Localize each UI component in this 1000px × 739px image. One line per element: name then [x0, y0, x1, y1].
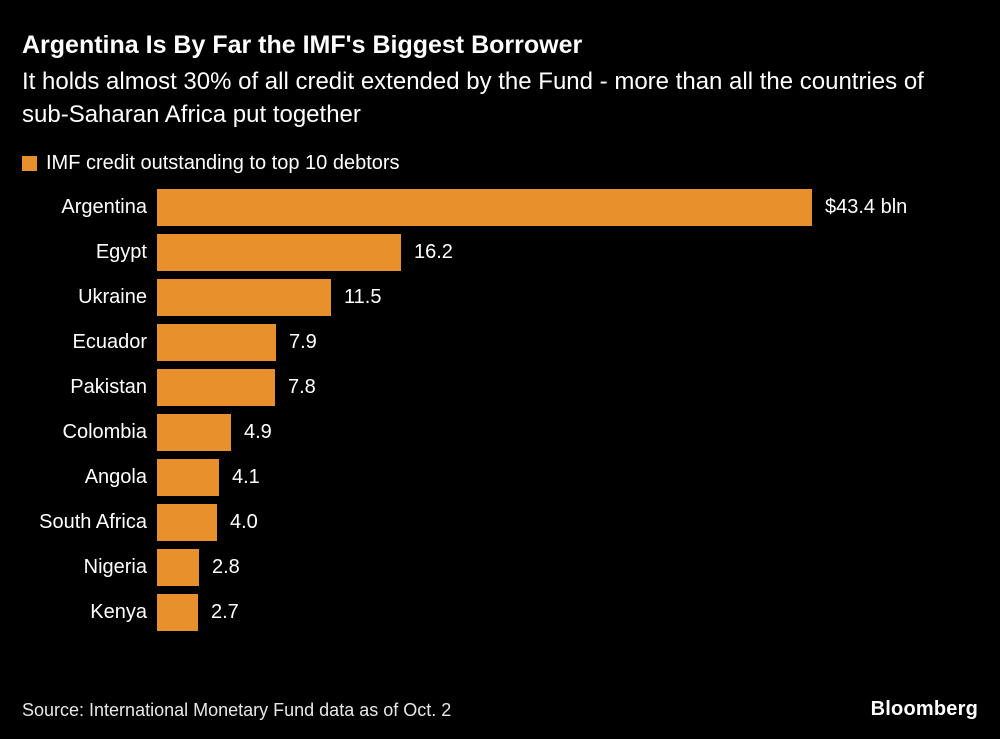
value-label: 2.7: [211, 600, 239, 623]
value-label: 11.5: [344, 285, 382, 308]
bar-row: Kenya 2.7: [22, 593, 978, 631]
chart-subtitle: It holds almost 30% of all credit extend…: [22, 68, 924, 128]
category-label: Nigeria: [83, 555, 147, 578]
bar: [157, 503, 217, 541]
bar-track: 7.8: [157, 368, 978, 406]
bar-track: 4.0: [157, 503, 978, 541]
bar: [157, 233, 401, 271]
legend-swatch-icon: [22, 155, 37, 171]
bar: [157, 188, 812, 226]
bar: [157, 413, 231, 451]
value-label: $43.4 bln: [825, 195, 908, 218]
bar-row: Colombia 4.9: [22, 413, 978, 451]
bar-row: Egypt 16.2: [22, 233, 978, 271]
value-label: 16.2: [414, 240, 453, 263]
chart-title: Argentina Is By Far the IMF's Biggest Bo…: [22, 31, 583, 59]
bar-track: 4.1: [157, 458, 978, 496]
value-label: 7.8: [288, 375, 316, 398]
bar-track: $43.4 bln: [157, 188, 978, 226]
bar-track: 4.9: [157, 413, 978, 451]
value-label: 4.1: [232, 465, 260, 488]
bar-row: Ecuador 7.9: [22, 323, 978, 361]
bar: [157, 548, 199, 586]
bar-row: Pakistan 7.8: [22, 368, 978, 406]
legend-label: IMF credit outstanding to top 10 debtors: [46, 151, 400, 174]
bar-chart: Argentina $43.4 bln Egypt 16.2 Ukraine 11.5 Ec…: [22, 188, 978, 639]
bar-row: South Africa 4.0: [22, 503, 978, 541]
value-label: 2.8: [212, 555, 240, 578]
footer: Source: International Monetary Fund data…: [22, 698, 978, 721]
bar-row: Angola 4.1: [22, 458, 978, 496]
source-note: Source: International Monetary Fund data…: [22, 700, 452, 720]
bar-track: 2.8: [157, 548, 978, 586]
bar: [157, 458, 219, 496]
category-label: Colombia: [62, 420, 147, 443]
bar-row: Nigeria 2.8: [22, 548, 978, 586]
category-label: Argentina: [61, 195, 147, 218]
category-label: Ukraine: [78, 285, 147, 308]
category-label: Angola: [84, 465, 147, 488]
bar: [157, 323, 276, 361]
value-label: 4.9: [244, 420, 272, 443]
value-label: 7.9: [289, 330, 317, 353]
legend: IMF credit outstanding to top 10 debtors: [22, 152, 978, 175]
category-label: Pakistan: [70, 375, 147, 398]
bar: [157, 593, 198, 631]
bar-track: 7.9: [157, 323, 978, 361]
bar-row: Ukraine 11.5: [22, 278, 978, 316]
bar-track: 11.5: [157, 278, 978, 316]
bar-row: Argentina $43.4 bln: [22, 188, 978, 226]
bar: [157, 368, 275, 406]
category-label: Egypt: [95, 240, 147, 263]
bar-track: 2.7: [157, 593, 978, 631]
bar: [157, 278, 331, 316]
bloomberg-logo: Bloomberg: [870, 698, 978, 720]
category-label: South Africa: [39, 510, 147, 533]
value-label: 4.0: [230, 510, 258, 533]
category-label: Ecuador: [72, 330, 148, 353]
category-label: Kenya: [90, 600, 147, 623]
bar-track: 16.2: [157, 233, 978, 271]
